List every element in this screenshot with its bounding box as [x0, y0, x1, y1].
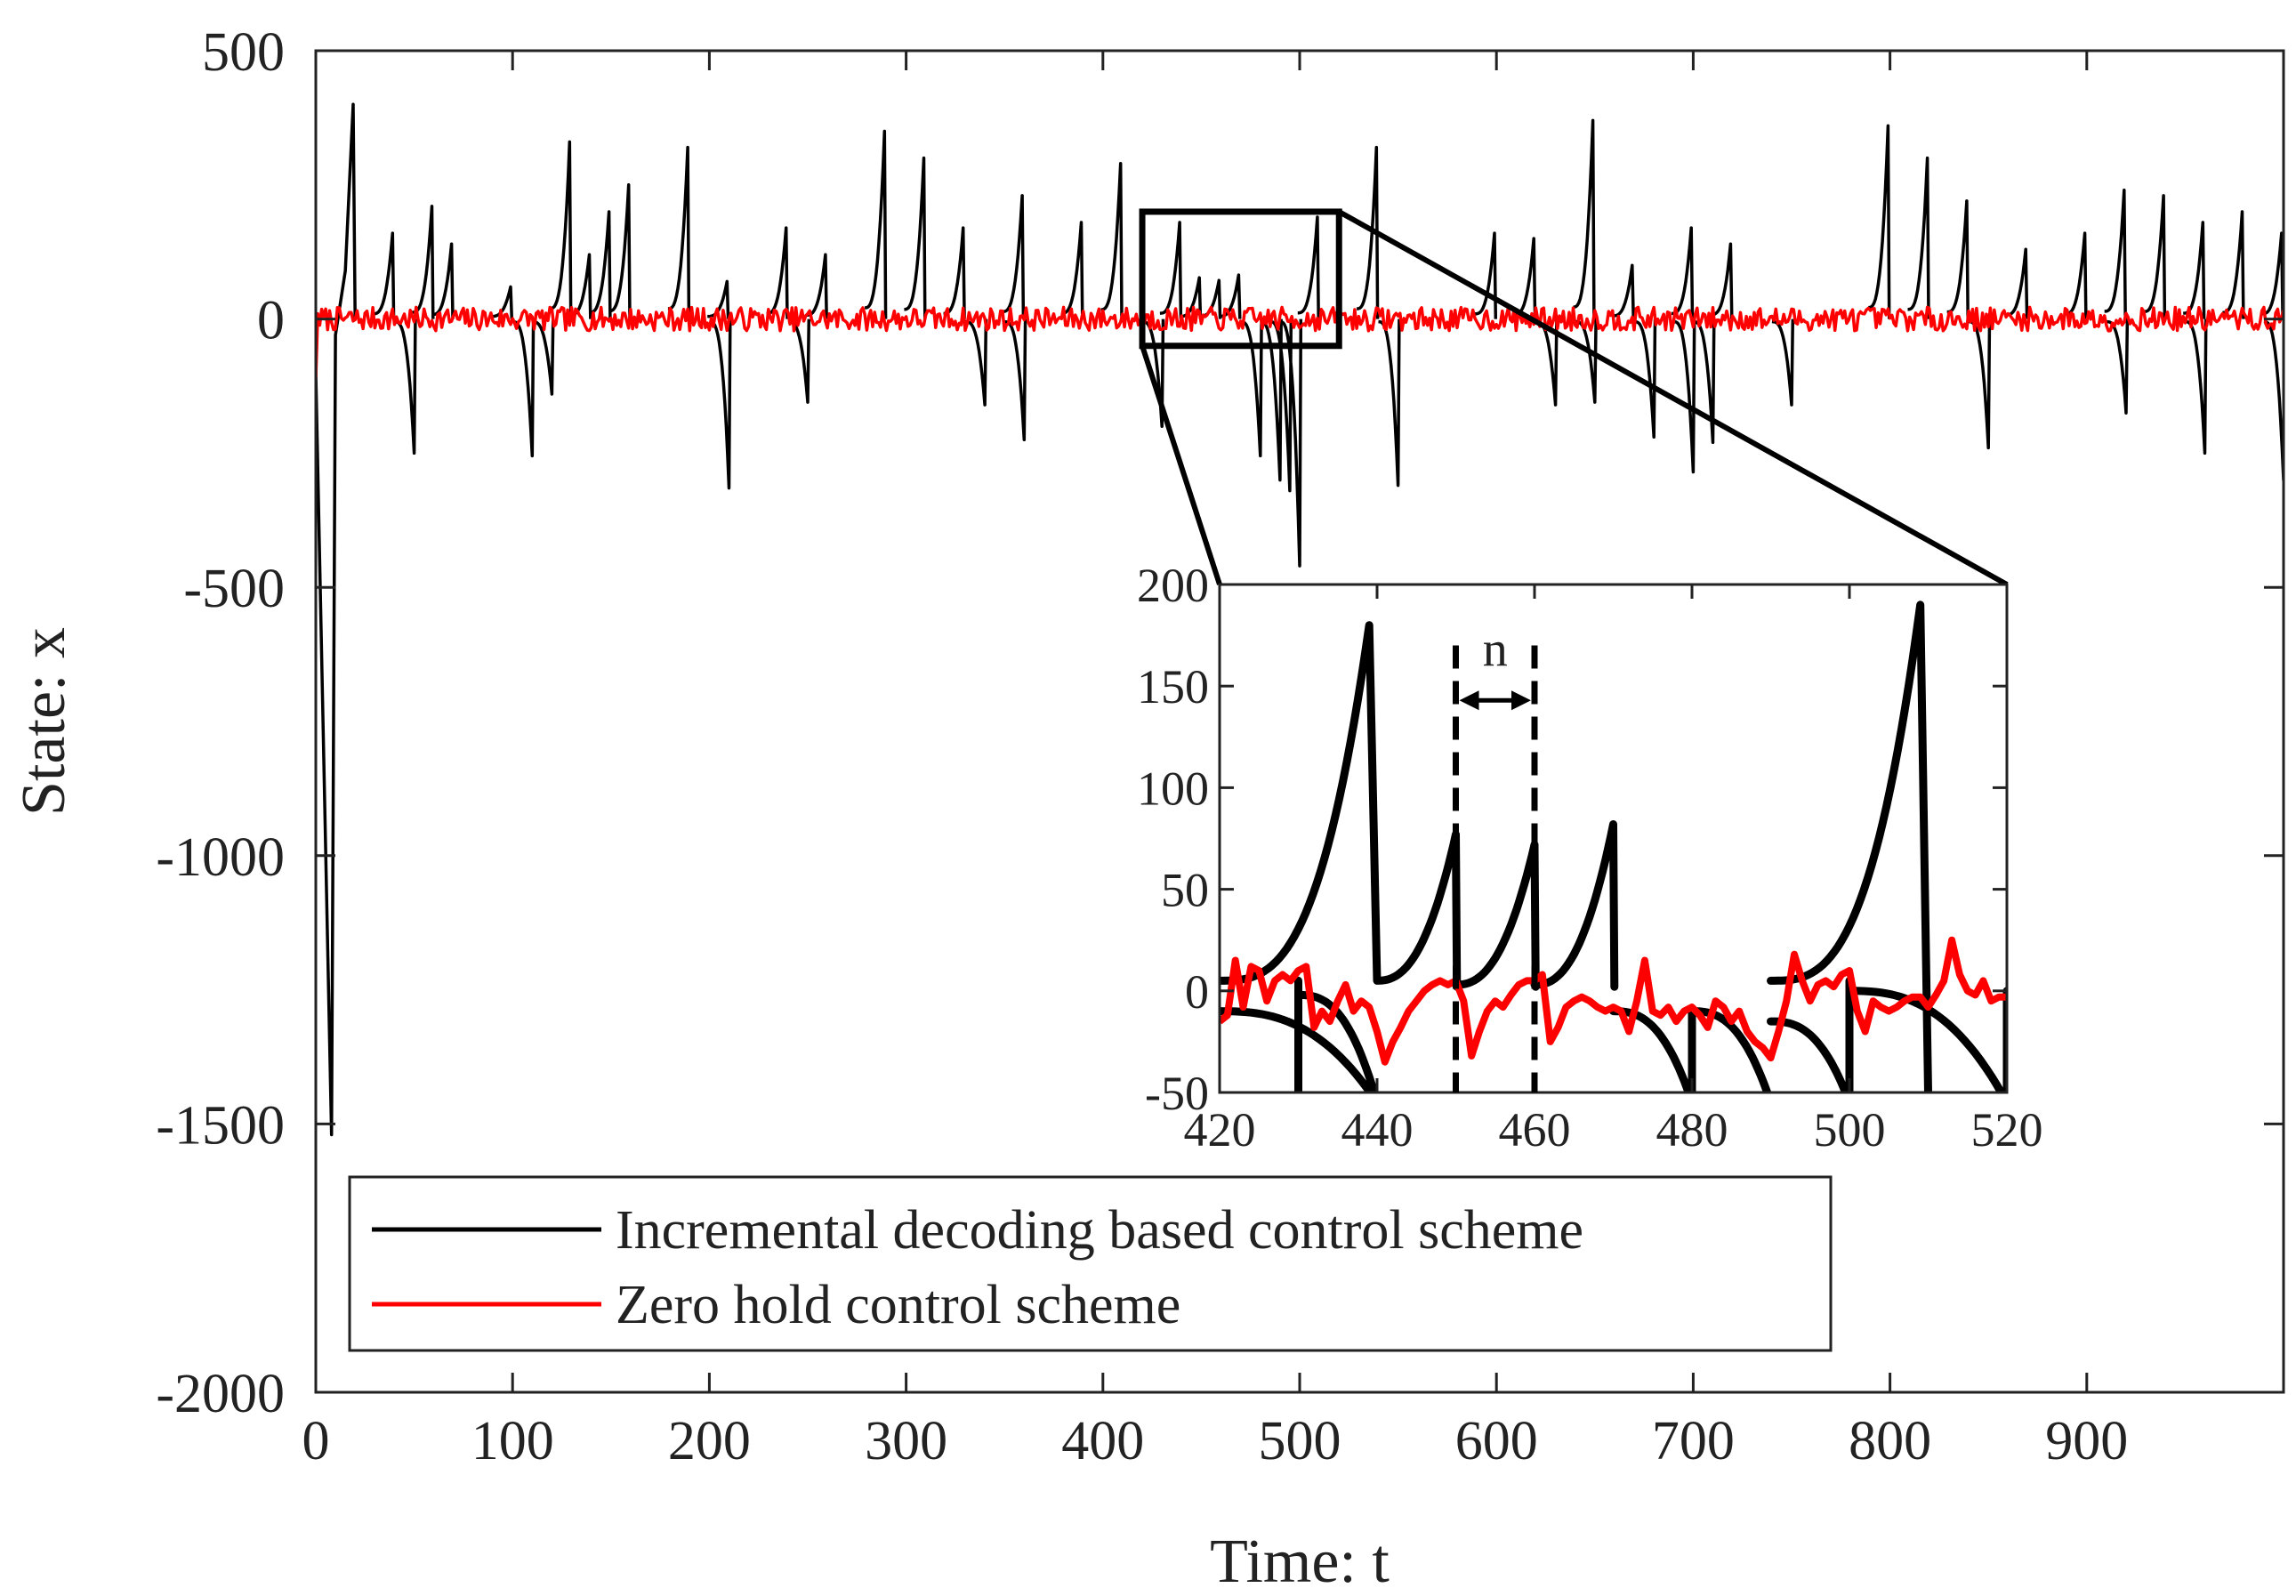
y-tick-label: 0: [257, 291, 285, 351]
main-ticks: 0 100 200 300 400 500 600 700 800 9005000-500-100…: [156, 22, 2284, 1471]
inset-x-tick-label: 500: [1814, 1103, 1886, 1157]
zoom-connector-line: [1140, 344, 1222, 585]
x-tick-label: 900: [2045, 1411, 2128, 1471]
x-tick-label: 0: [302, 1411, 330, 1471]
x-tick-label: 400: [1061, 1411, 1144, 1471]
main-plot-lines: [316, 102, 2284, 1137]
inset-x-tick-label: 440: [1341, 1103, 1414, 1157]
y-tick-label: -2000: [156, 1364, 285, 1424]
inset-x-tick-label: 420: [1184, 1103, 1256, 1157]
legend-label-incremental: Incremental decoding based control schem…: [616, 1200, 1583, 1261]
y-tick-label: -1500: [156, 1095, 285, 1156]
inset-axes-box: [1218, 583, 2009, 1094]
x-tick-label: 600: [1455, 1411, 1538, 1471]
inset-y-tick-label: 150: [1137, 660, 1209, 713]
legend-box: [348, 1175, 1833, 1352]
inset-y-tick-label: -50: [1145, 1067, 1209, 1120]
arrow-head-left-icon: [1459, 690, 1479, 711]
y-axis-label: State: x: [10, 627, 78, 816]
inset-x-tick-label: 520: [1971, 1103, 2043, 1157]
inset-y-tick-label: 100: [1137, 762, 1209, 815]
inset-series-line-zero-hold: [1220, 936, 2007, 1066]
main-plot: 0 100 200 300 400 500 600 700 800 9005000-500-100…: [10, 22, 2285, 1596]
x-tick-label: 800: [1849, 1411, 1931, 1471]
legend: Incremental decoding based control schem…: [348, 1175, 1833, 1352]
inset-x-tick-label: 460: [1499, 1103, 1571, 1157]
inset-y-tick-label: 50: [1161, 864, 1209, 917]
inset-y-tick-label: 0: [1185, 965, 1209, 1019]
inset-y-tick-label: 200: [1137, 559, 1209, 612]
zoom-connector-line: [1337, 209, 2009, 587]
arrow-head-right-icon: [1511, 690, 1531, 711]
x-tick-label: 700: [1652, 1411, 1735, 1471]
inset-x-tick-label: 480: [1656, 1103, 1728, 1157]
x-tick-label: 300: [865, 1411, 947, 1471]
zoom-box: [1139, 208, 1342, 350]
y-tick-label: -1000: [156, 827, 285, 888]
interval-annotation: n: [1453, 622, 1538, 1092]
x-tick-label: 200: [668, 1411, 751, 1471]
series-line-zero-hold: [316, 305, 2284, 379]
x-axis-label: Time: t: [1210, 1527, 1390, 1596]
x-tick-label: 500: [1259, 1411, 1341, 1471]
y-tick-label: -500: [183, 559, 285, 619]
legend-label-zero-hold: Zero hold control scheme: [616, 1275, 1180, 1335]
y-tick-label: 500: [202, 22, 285, 83]
x-tick-label: 100: [471, 1411, 554, 1471]
interval-label: n: [1483, 622, 1508, 677]
inset-plot-lines: [1220, 601, 2007, 1092]
